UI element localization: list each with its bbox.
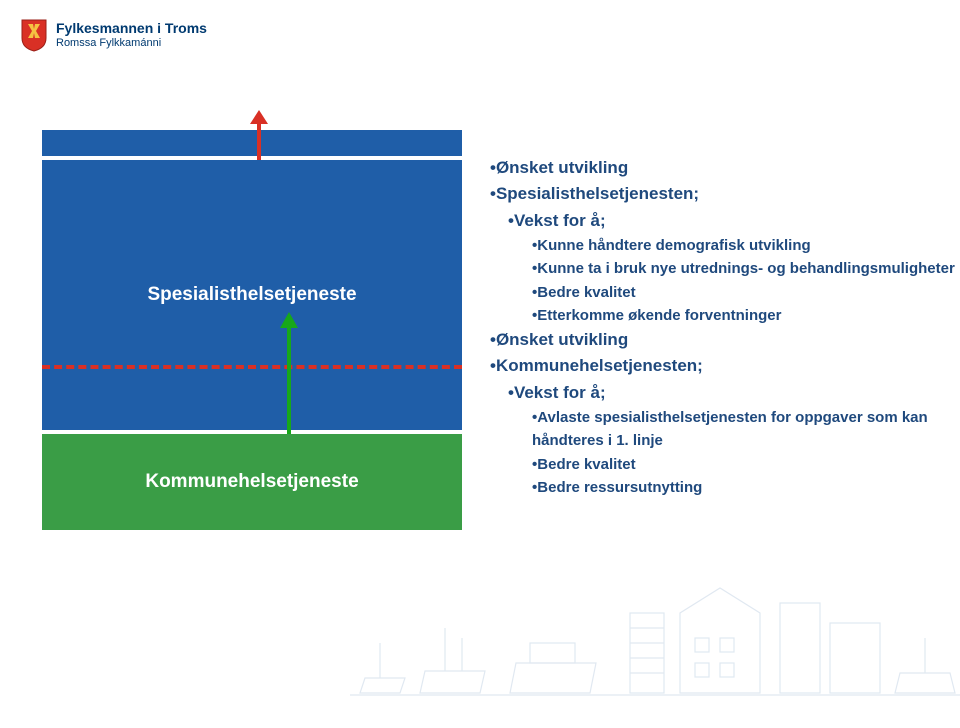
section1-item: •Kunne håndtere demografisk utvikling [490,234,960,257]
header-line1: Fylkesmannen i Troms [56,21,207,36]
section2-title: •Ønsket utvikling [490,327,960,353]
crest-icon [20,18,48,52]
blue-block-label: Spesialisthelsetjeneste [147,284,356,306]
section1-b1: •Vekst for å; [490,208,960,234]
background-city-icon [350,543,960,723]
section1-item: •Bedre kvalitet [490,281,960,304]
section2-b1: •Vekst for å; [490,380,960,406]
dashed-divider [42,365,462,369]
section2-item: •Bedre ressursutnytting [490,476,960,499]
blue-block: Spesialisthelsetjeneste [42,160,462,430]
header-text: Fylkesmannen i Troms Romssa Fylkkamánni [56,21,207,48]
section1-sub: •Spesialisthelsetjenesten; [490,181,960,207]
section2-item: •Avlaste spesialisthelsetjenesten for op… [490,406,960,453]
section1-title: •Ønsket utvikling [490,155,960,181]
page-header: Fylkesmannen i Troms Romssa Fylkkamánni [20,18,207,52]
header-line2: Romssa Fylkkamánni [56,37,207,49]
chart-area: Spesialisthelsetjeneste Kommunehelsetjen… [42,130,462,530]
section1-item: •Etterkomme økende forventninger [490,304,960,327]
section2-item: •Bedre kvalitet [490,453,960,476]
green-block: Kommunehelsetjeneste [42,434,462,530]
green-block-label: Kommunehelsetjeneste [145,471,358,493]
content-text: •Ønsket utvikling •Spesialisthelsetjenes… [490,155,960,499]
section2-sub: •Kommunehelsetjenesten; [490,353,960,379]
section1-item: •Kunne ta i bruk nye utrednings- og beha… [490,257,960,280]
